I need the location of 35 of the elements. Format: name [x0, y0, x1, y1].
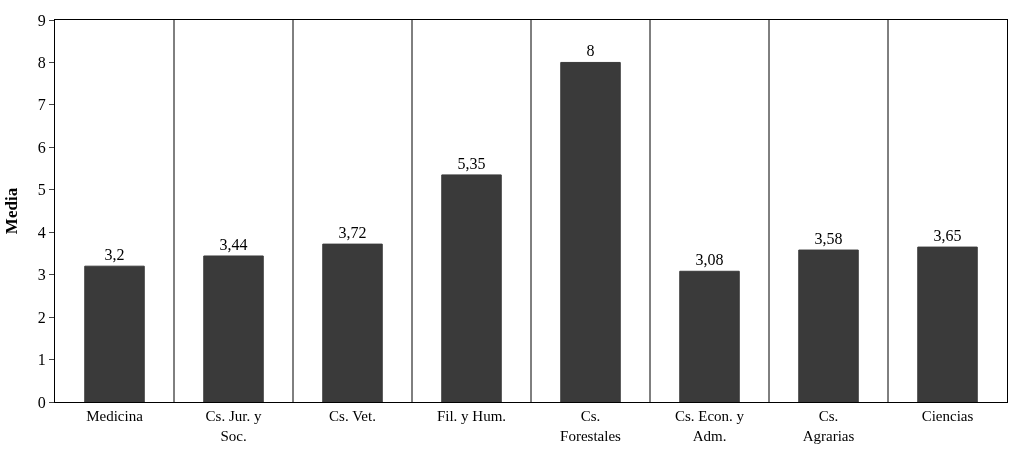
bar: [203, 255, 264, 402]
bar: [798, 249, 859, 402]
bar: [441, 174, 502, 402]
y-tick-label: 6: [37, 138, 46, 156]
data-label: 3,2: [104, 246, 125, 264]
y-tick-label: 3: [37, 266, 46, 284]
y-tick-label: 2: [37, 308, 46, 326]
bar: [84, 265, 145, 402]
bar: [560, 61, 621, 402]
x-tick-label: Fil. y Hum.: [436, 408, 507, 424]
data-label: 3,72: [338, 224, 367, 242]
y-tick-label: 5: [37, 181, 46, 199]
x-tick-label: Cs. Agrarias: [802, 408, 855, 444]
bar: [679, 270, 740, 402]
x-tick-label: Cs. Forestales: [560, 408, 622, 444]
x-tick-label: Cs. Jur. y Soc.: [205, 408, 262, 444]
y-tick-label: 1: [37, 351, 46, 369]
data-label: 3,65: [933, 227, 962, 245]
bar: [917, 246, 978, 402]
y-tick-label: 8: [37, 54, 46, 72]
x-tick-label: Cs. Econ. y Adm.: [674, 408, 745, 444]
x-tick-label: Ciencias: [921, 408, 974, 424]
x-tick-label: Cs. Vet.: [329, 408, 376, 424]
y-tick-label: 7: [37, 96, 46, 114]
data-label: 8: [586, 42, 595, 60]
data-label: 3,44: [219, 235, 248, 253]
y-tick-label: 4: [37, 223, 46, 241]
bar: [322, 243, 383, 402]
data-label: 5,35: [457, 154, 486, 172]
x-tick-label: Medicina: [86, 408, 144, 424]
data-label: 3,08: [695, 251, 724, 269]
y-tick-label: 0: [37, 393, 46, 411]
y-axis-title: Media: [2, 187, 22, 235]
y-tick-label: 9: [37, 11, 46, 29]
data-label: 3,58: [814, 230, 843, 248]
